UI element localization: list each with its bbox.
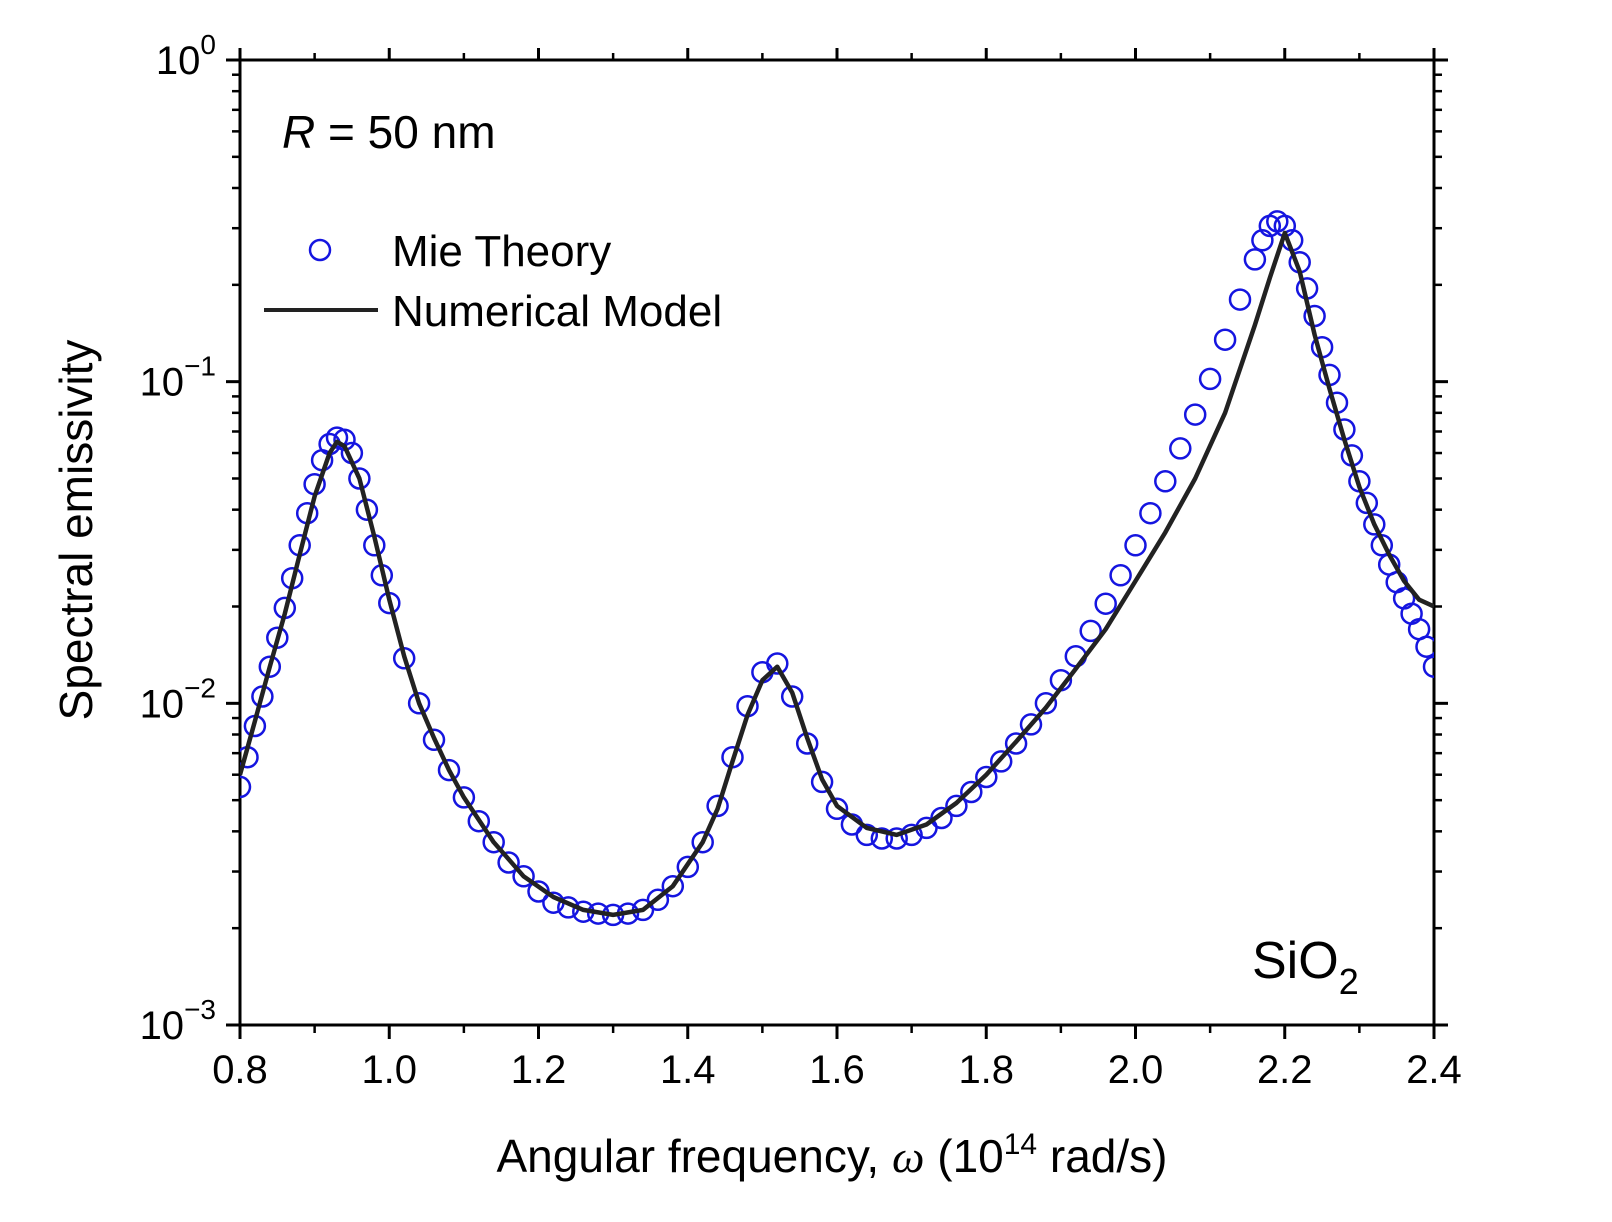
y-tick-label: 10−3	[140, 994, 216, 1048]
mie-theory-point	[1169, 437, 1192, 460]
material-annotation: SiO2	[1252, 932, 1359, 1002]
x-tick-label: 1.6	[809, 1048, 865, 1092]
x-tick-labels: 0.8 1.0 1.2 1.4 1.6 1.8 2.0 2.2 2.4	[212, 1048, 1462, 1092]
mie-theory-point	[1415, 635, 1434, 658]
numerical-model-line	[240, 230, 1434, 918]
mie-theory-point	[885, 827, 908, 850]
mie-theory-point	[482, 830, 505, 854]
mie-theory-point	[646, 888, 670, 912]
mie-theory-point	[975, 765, 998, 789]
plot-border	[238, 58, 1436, 1027]
material-subscript: 2	[1339, 961, 1359, 1002]
mie-theory-point	[1266, 210, 1289, 233]
y-tick-label: 10−1	[140, 351, 216, 405]
y-tick-label: 100	[156, 29, 216, 83]
mie-theory-point	[497, 851, 520, 874]
mie-theory-point	[1355, 491, 1379, 515]
axis-ticks	[226, 48, 1448, 1039]
mie-theory-point	[766, 652, 789, 675]
mie-theory-point	[691, 830, 714, 854]
x-tick-label: 1.0	[361, 1048, 417, 1092]
legend-marker-mie-theory	[308, 238, 332, 262]
radius-annotation: R = 50 nm	[282, 106, 496, 158]
mie-theory-point	[1109, 564, 1132, 587]
y-tick-label-base: 10	[140, 361, 185, 405]
x-tick-label: 2.4	[1406, 1048, 1462, 1092]
plot-content	[240, 210, 1434, 927]
mie-theory-point	[1251, 229, 1274, 252]
mie-theory-point	[870, 827, 894, 850]
material-base: SiO	[1252, 932, 1339, 990]
y-tick-label-exp: 0	[200, 29, 216, 60]
mie-theory-point	[452, 786, 476, 809]
mie-theory-point	[422, 728, 446, 752]
y-tick-label-base: 10	[140, 1004, 185, 1048]
legend-label-mie-theory: Mie Theory	[392, 227, 611, 276]
x-tick-label: 1.2	[511, 1048, 567, 1092]
mie-theory-point	[437, 758, 461, 782]
x-tick-label: 2.2	[1257, 1048, 1313, 1092]
mie-theory-point	[1139, 501, 1162, 525]
y-tick-label-exp: −3	[184, 994, 216, 1025]
mie-theory-point	[1094, 592, 1117, 615]
radius-symbol: R	[282, 106, 315, 158]
mie-theory-point	[855, 823, 879, 847]
mie-theory-point	[1079, 619, 1102, 643]
radius-value: = 50 nm	[315, 106, 495, 158]
mie-theory-point	[348, 467, 371, 490]
x-axis-title-unit-after: rad/s)	[1037, 1130, 1167, 1182]
mie-theory-point	[512, 865, 535, 888]
mie-theory-point	[780, 685, 804, 708]
y-tick-label-exp: −2	[184, 672, 216, 703]
mie-theory-point	[945, 794, 968, 818]
mie-theory-point	[1422, 655, 1434, 678]
mie-theory-point	[1183, 403, 1207, 426]
mie-theory-point	[1019, 713, 1043, 736]
mie-theory-point	[706, 794, 729, 818]
x-axis-title-symbol: ω	[892, 1131, 924, 1182]
y-tick-label-base: 10	[140, 682, 185, 726]
mie-theory-point	[258, 655, 282, 678]
mie-theory-point	[810, 770, 834, 794]
mie-theory-point	[825, 797, 849, 821]
x-tick-label: 2.0	[1108, 1048, 1164, 1092]
x-axis-title-unit-before: (10	[924, 1130, 1003, 1182]
y-tick-label-base: 10	[156, 39, 201, 83]
legend: Mie Theory Numerical Model	[264, 227, 722, 336]
mie-theory-point	[1363, 513, 1386, 536]
mie-theory-point	[1198, 367, 1222, 391]
mie-theory-point	[960, 780, 983, 804]
mie-theory-point	[661, 874, 685, 898]
x-tick-label: 1.8	[958, 1048, 1014, 1092]
mie-theory-point	[407, 692, 431, 715]
series-numerical-model	[240, 230, 1434, 918]
x-axis-title-unit-exp: 14	[1004, 1128, 1037, 1161]
x-axis-title: Angular frequency, ω (1014 rad/s)	[497, 1128, 1168, 1182]
x-tick-label: 0.8	[212, 1048, 268, 1092]
x-axis-title-prefix: Angular frequency,	[497, 1130, 893, 1182]
mie-theory-point	[240, 775, 252, 799]
mie-theory-point	[1124, 534, 1147, 557]
y-tick-label-exp: −1	[184, 351, 216, 382]
x-tick-label: 1.4	[660, 1048, 716, 1092]
mie-theory-point	[1243, 248, 1267, 271]
mie-theory-point	[1034, 692, 1058, 715]
y-tick-label: 10−2	[140, 672, 216, 726]
plot-frame	[238, 58, 1436, 1027]
mie-theory-point	[1213, 328, 1237, 351]
y-axis-title: Spectral emissivity	[50, 340, 102, 721]
mie-theory-point	[930, 806, 953, 830]
mie-theory-point	[1154, 470, 1177, 493]
mie-theory-point	[467, 809, 491, 833]
legend-label-numerical-model: Numerical Model	[392, 287, 722, 336]
mie-theory-point	[1004, 732, 1028, 755]
mie-theory-point	[989, 750, 1013, 773]
mie-theory-point	[1228, 288, 1252, 311]
mie-theory-point	[676, 855, 700, 879]
